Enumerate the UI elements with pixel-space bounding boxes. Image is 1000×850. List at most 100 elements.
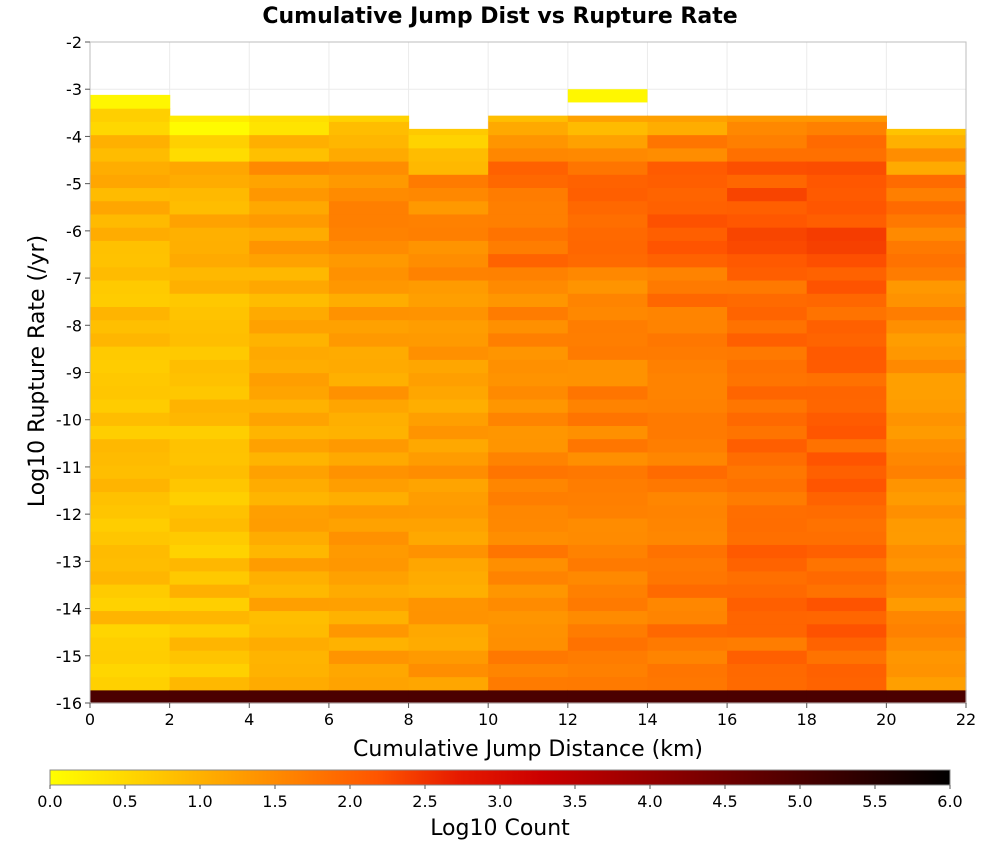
heatmap-cell bbox=[488, 570, 569, 585]
heatmap-cell bbox=[249, 438, 330, 453]
heatmap-cell bbox=[328, 517, 410, 532]
heatmap-cell bbox=[488, 115, 569, 122]
heatmap-cell bbox=[169, 517, 250, 532]
heatmap-cell bbox=[328, 663, 410, 678]
heatmap-cell bbox=[727, 650, 808, 664]
heatmap-cell bbox=[886, 623, 967, 638]
heatmap-cell bbox=[90, 504, 171, 519]
y-tick-label: -7 bbox=[66, 269, 82, 288]
heatmap-cell bbox=[806, 200, 887, 215]
heatmap-cell bbox=[328, 557, 410, 572]
heatmap-cell bbox=[488, 319, 569, 334]
heatmap-cell bbox=[328, 504, 410, 519]
heatmap-cell bbox=[647, 491, 728, 506]
heatmap-cell bbox=[328, 332, 410, 347]
y-tick-label: -8 bbox=[66, 316, 82, 335]
heatmap-cell bbox=[567, 279, 649, 294]
heatmap-cell bbox=[169, 398, 250, 413]
heatmap-cell bbox=[647, 412, 728, 426]
heatmap-cell bbox=[90, 187, 171, 202]
heatmap-cell bbox=[567, 240, 649, 255]
heatmap-cell bbox=[488, 544, 569, 559]
heatmap-cell bbox=[90, 213, 171, 228]
heatmap-cell bbox=[249, 663, 330, 678]
heatmap-cell bbox=[727, 200, 808, 215]
heatmap-cell bbox=[727, 134, 808, 149]
heatmap-cell bbox=[886, 517, 967, 532]
heatmap-cell bbox=[169, 200, 250, 215]
heatmap-cell bbox=[328, 650, 410, 664]
heatmap-cell bbox=[806, 279, 887, 294]
heatmap-cell bbox=[90, 676, 171, 691]
heatmap-cell bbox=[647, 504, 728, 519]
heatmap-cell bbox=[90, 372, 171, 387]
heatmap-cell bbox=[328, 346, 410, 360]
heatmap-cell bbox=[727, 227, 808, 241]
x-tick-label: 22 bbox=[956, 710, 976, 729]
heatmap-cell bbox=[169, 134, 250, 149]
heatmap-cell bbox=[488, 227, 569, 241]
heatmap-cell bbox=[727, 636, 808, 651]
heatmap-cell bbox=[727, 623, 808, 638]
colorbar-tick-label: 0.5 bbox=[112, 792, 137, 811]
y-tick-label: -10 bbox=[56, 411, 82, 430]
heatmap-cell bbox=[90, 108, 171, 122]
heatmap-cell bbox=[169, 478, 250, 493]
colorbar-tick-label: 5.5 bbox=[862, 792, 887, 811]
heatmap-cell bbox=[806, 115, 887, 122]
heatmap-cell bbox=[806, 227, 887, 241]
heatmap-cell bbox=[727, 597, 808, 612]
heatmap-cell bbox=[488, 174, 569, 189]
heatmap-cell bbox=[647, 359, 728, 374]
heatmap-cell bbox=[328, 623, 410, 638]
heatmap-cell bbox=[328, 359, 410, 374]
heatmap-cell bbox=[169, 279, 250, 294]
heatmap-cell bbox=[408, 385, 489, 400]
heatmap-cell bbox=[886, 636, 967, 651]
heatmap-cell bbox=[727, 385, 808, 400]
heatmap-cell bbox=[249, 319, 330, 334]
heatmap-cell bbox=[567, 636, 649, 651]
heatmap-cell bbox=[806, 160, 887, 175]
heatmap-cell bbox=[647, 531, 728, 545]
heatmap-cell bbox=[90, 200, 171, 215]
heatmap-cell bbox=[328, 478, 410, 493]
heatmap-cell bbox=[567, 557, 649, 572]
heatmap-cell bbox=[169, 465, 250, 479]
heatmap-cell bbox=[567, 438, 649, 453]
colorbar-tick-label: 1.0 bbox=[187, 792, 212, 811]
heatmap-cell bbox=[328, 200, 410, 215]
heatmap-cell bbox=[169, 187, 250, 202]
colorbar-tick-label: 3.5 bbox=[562, 792, 587, 811]
heatmap-cell bbox=[806, 240, 887, 255]
heatmap-cell bbox=[328, 115, 410, 122]
heatmap-cell bbox=[647, 438, 728, 453]
heatmap-cell bbox=[886, 253, 967, 268]
heatmap-cell bbox=[727, 253, 808, 268]
heatmap-cell bbox=[408, 293, 489, 307]
heatmap-cell bbox=[567, 227, 649, 241]
heatmap-cell bbox=[727, 319, 808, 334]
heatmap-cell bbox=[90, 160, 171, 175]
heatmap-cell bbox=[90, 346, 171, 360]
heatmap-cell bbox=[249, 227, 330, 241]
heatmap-cell bbox=[567, 517, 649, 532]
heatmap-cell bbox=[567, 346, 649, 360]
heatmap-cell bbox=[567, 160, 649, 175]
y-tick-label: -12 bbox=[56, 505, 82, 524]
heatmap-cell bbox=[886, 465, 967, 479]
heatmap-cell bbox=[249, 544, 330, 559]
heatmap-cell bbox=[488, 332, 569, 347]
heatmap-cell bbox=[886, 689, 967, 704]
heatmap-cell bbox=[647, 187, 728, 202]
heatmap-cell bbox=[408, 240, 489, 255]
heatmap-cell bbox=[488, 346, 569, 360]
heatmap-cell bbox=[169, 504, 250, 519]
heatmap-cell bbox=[169, 332, 250, 347]
heatmap-cell bbox=[408, 663, 489, 678]
heatmap-cell bbox=[488, 160, 569, 175]
heatmap-cell bbox=[567, 115, 649, 122]
heatmap-cell bbox=[567, 504, 649, 519]
heatmap-cell bbox=[90, 557, 171, 572]
